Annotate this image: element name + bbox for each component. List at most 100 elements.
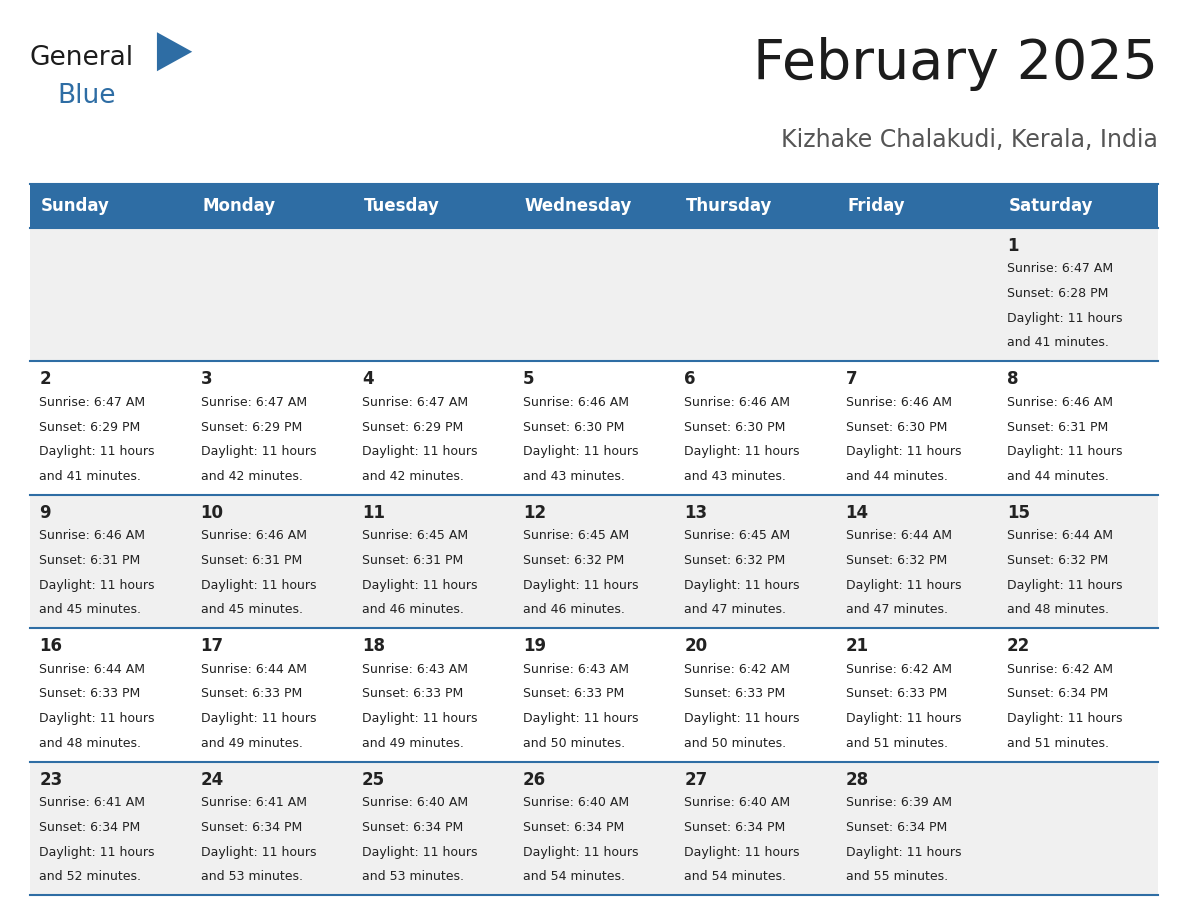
- Text: Daylight: 11 hours: Daylight: 11 hours: [846, 578, 961, 592]
- Text: Monday: Monday: [202, 196, 276, 215]
- Text: and 49 minutes.: and 49 minutes.: [201, 737, 303, 750]
- Text: Sunrise: 6:40 AM: Sunrise: 6:40 AM: [362, 796, 468, 810]
- Text: Sunrise: 6:43 AM: Sunrise: 6:43 AM: [523, 663, 630, 676]
- Text: Sunset: 6:34 PM: Sunset: 6:34 PM: [362, 821, 463, 834]
- Text: Sunset: 6:32 PM: Sunset: 6:32 PM: [846, 554, 947, 567]
- Text: Sunset: 6:29 PM: Sunset: 6:29 PM: [39, 420, 140, 433]
- Text: Daylight: 11 hours: Daylight: 11 hours: [523, 712, 639, 725]
- Text: Sunset: 6:30 PM: Sunset: 6:30 PM: [523, 420, 625, 433]
- Text: Sunset: 6:30 PM: Sunset: 6:30 PM: [684, 420, 785, 433]
- Text: and 41 minutes.: and 41 minutes.: [1006, 337, 1108, 350]
- Text: and 51 minutes.: and 51 minutes.: [846, 737, 948, 750]
- Bar: [675, 184, 836, 228]
- Text: Sunrise: 6:42 AM: Sunrise: 6:42 AM: [684, 663, 790, 676]
- Text: Sunrise: 6:42 AM: Sunrise: 6:42 AM: [1006, 663, 1113, 676]
- Text: and 54 minutes.: and 54 minutes.: [684, 870, 786, 883]
- Bar: [30, 495, 1158, 628]
- Bar: [30, 628, 1158, 762]
- Text: Daylight: 11 hours: Daylight: 11 hours: [39, 445, 154, 458]
- Text: and 45 minutes.: and 45 minutes.: [201, 603, 303, 616]
- Text: Friday: Friday: [847, 196, 905, 215]
- Text: and 42 minutes.: and 42 minutes.: [362, 470, 463, 483]
- Text: and 48 minutes.: and 48 minutes.: [1006, 603, 1108, 616]
- Text: and 44 minutes.: and 44 minutes.: [846, 470, 947, 483]
- Text: Sunrise: 6:46 AM: Sunrise: 6:46 AM: [1006, 396, 1113, 409]
- Text: Sunrise: 6:47 AM: Sunrise: 6:47 AM: [1006, 263, 1113, 275]
- Text: 5: 5: [523, 371, 535, 388]
- Text: and 43 minutes.: and 43 minutes.: [684, 470, 786, 483]
- Text: Daylight: 11 hours: Daylight: 11 hours: [201, 712, 316, 725]
- Text: Sunset: 6:33 PM: Sunset: 6:33 PM: [846, 688, 947, 700]
- Text: 27: 27: [684, 771, 708, 789]
- Text: Sunrise: 6:44 AM: Sunrise: 6:44 AM: [846, 530, 952, 543]
- Text: Daylight: 11 hours: Daylight: 11 hours: [523, 445, 639, 458]
- Text: Sunset: 6:30 PM: Sunset: 6:30 PM: [846, 420, 947, 433]
- Text: Daylight: 11 hours: Daylight: 11 hours: [684, 578, 800, 592]
- Text: Daylight: 11 hours: Daylight: 11 hours: [846, 712, 961, 725]
- Text: Sunrise: 6:46 AM: Sunrise: 6:46 AM: [39, 530, 145, 543]
- Text: Sunset: 6:32 PM: Sunset: 6:32 PM: [1006, 554, 1108, 567]
- Text: Sunrise: 6:45 AM: Sunrise: 6:45 AM: [684, 530, 790, 543]
- Text: and 42 minutes.: and 42 minutes.: [201, 470, 303, 483]
- Text: 9: 9: [39, 504, 51, 522]
- Text: 14: 14: [846, 504, 868, 522]
- Text: and 47 minutes.: and 47 minutes.: [846, 603, 948, 616]
- Text: and 53 minutes.: and 53 minutes.: [362, 870, 463, 883]
- Text: Daylight: 11 hours: Daylight: 11 hours: [523, 578, 639, 592]
- Text: Sunrise: 6:41 AM: Sunrise: 6:41 AM: [39, 796, 145, 810]
- Text: Sunset: 6:31 PM: Sunset: 6:31 PM: [1006, 420, 1108, 433]
- Bar: [30, 361, 1158, 495]
- Text: Sunset: 6:34 PM: Sunset: 6:34 PM: [684, 821, 785, 834]
- Text: Sunrise: 6:44 AM: Sunrise: 6:44 AM: [1006, 530, 1113, 543]
- Text: Sunset: 6:31 PM: Sunset: 6:31 PM: [201, 554, 302, 567]
- Text: 26: 26: [523, 771, 546, 789]
- Text: Daylight: 11 hours: Daylight: 11 hours: [846, 445, 961, 458]
- Text: 21: 21: [846, 637, 868, 655]
- Text: Sunrise: 6:43 AM: Sunrise: 6:43 AM: [362, 663, 468, 676]
- Text: 2: 2: [39, 371, 51, 388]
- Text: and 50 minutes.: and 50 minutes.: [523, 737, 625, 750]
- Text: Daylight: 11 hours: Daylight: 11 hours: [1006, 312, 1123, 325]
- Text: Sunset: 6:31 PM: Sunset: 6:31 PM: [362, 554, 463, 567]
- Text: Blue: Blue: [57, 83, 116, 108]
- Text: Sunset: 6:33 PM: Sunset: 6:33 PM: [523, 688, 625, 700]
- Text: and 43 minutes.: and 43 minutes.: [523, 470, 625, 483]
- Text: Sunrise: 6:41 AM: Sunrise: 6:41 AM: [201, 796, 307, 810]
- Text: Sunset: 6:31 PM: Sunset: 6:31 PM: [39, 554, 140, 567]
- Text: Sunrise: 6:40 AM: Sunrise: 6:40 AM: [684, 796, 790, 810]
- Text: Daylight: 11 hours: Daylight: 11 hours: [39, 845, 154, 858]
- Text: Daylight: 11 hours: Daylight: 11 hours: [362, 445, 478, 458]
- Text: and 41 minutes.: and 41 minutes.: [39, 470, 141, 483]
- Text: Daylight: 11 hours: Daylight: 11 hours: [523, 845, 639, 858]
- Text: Tuesday: Tuesday: [364, 196, 440, 215]
- Text: Daylight: 11 hours: Daylight: 11 hours: [1006, 712, 1123, 725]
- Text: 24: 24: [201, 771, 223, 789]
- Text: Sunset: 6:29 PM: Sunset: 6:29 PM: [362, 420, 463, 433]
- Text: Sunrise: 6:47 AM: Sunrise: 6:47 AM: [362, 396, 468, 409]
- Text: Daylight: 11 hours: Daylight: 11 hours: [1006, 578, 1123, 592]
- Text: and 46 minutes.: and 46 minutes.: [362, 603, 463, 616]
- Text: February 2025: February 2025: [753, 37, 1158, 91]
- Text: Daylight: 11 hours: Daylight: 11 hours: [362, 578, 478, 592]
- Text: Sunrise: 6:47 AM: Sunrise: 6:47 AM: [39, 396, 145, 409]
- Bar: [30, 762, 1158, 895]
- Text: Daylight: 11 hours: Daylight: 11 hours: [684, 712, 800, 725]
- Text: Sunrise: 6:46 AM: Sunrise: 6:46 AM: [523, 396, 630, 409]
- Text: Sunset: 6:32 PM: Sunset: 6:32 PM: [523, 554, 625, 567]
- Bar: [352, 184, 513, 228]
- Text: and 52 minutes.: and 52 minutes.: [39, 870, 141, 883]
- Text: Daylight: 11 hours: Daylight: 11 hours: [201, 578, 316, 592]
- Text: and 49 minutes.: and 49 minutes.: [362, 737, 463, 750]
- Text: 10: 10: [201, 504, 223, 522]
- Text: 19: 19: [523, 637, 546, 655]
- Text: 7: 7: [846, 371, 857, 388]
- Text: Sunrise: 6:40 AM: Sunrise: 6:40 AM: [523, 796, 630, 810]
- Text: Daylight: 11 hours: Daylight: 11 hours: [201, 445, 316, 458]
- Text: 3: 3: [201, 371, 213, 388]
- Bar: [30, 228, 1158, 361]
- Text: 18: 18: [362, 637, 385, 655]
- Text: Sunset: 6:33 PM: Sunset: 6:33 PM: [201, 688, 302, 700]
- Text: 28: 28: [846, 771, 868, 789]
- Text: Sunset: 6:33 PM: Sunset: 6:33 PM: [684, 688, 785, 700]
- Text: and 48 minutes.: and 48 minutes.: [39, 737, 141, 750]
